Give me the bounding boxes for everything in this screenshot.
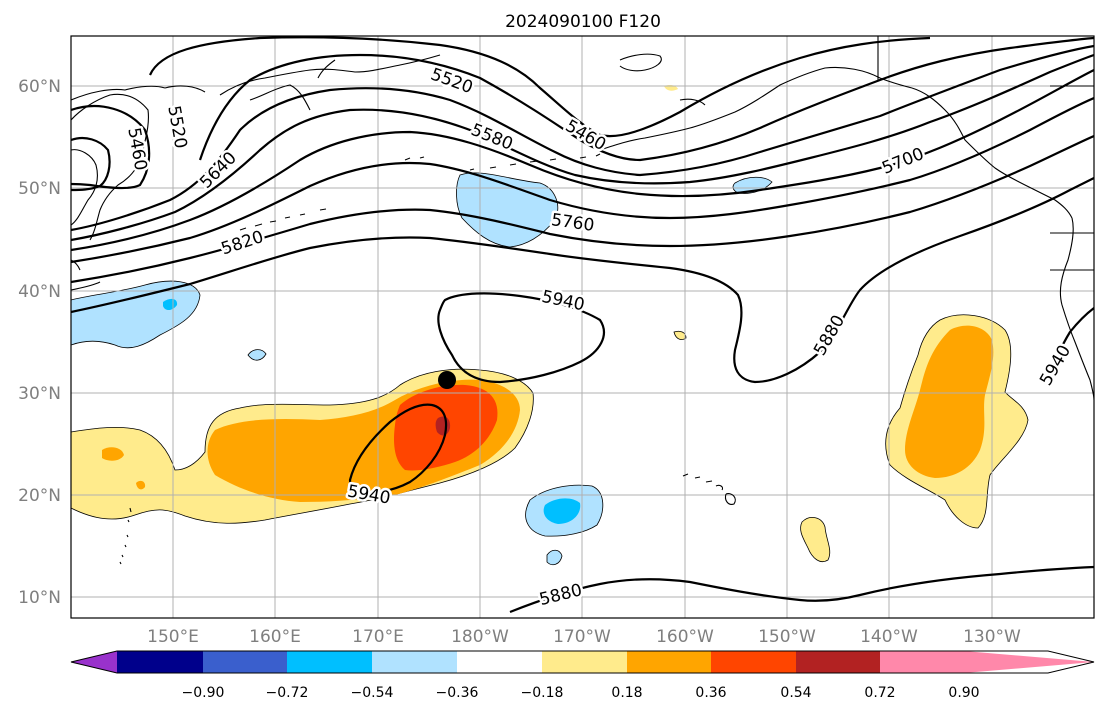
lon-label: 130°W bbox=[963, 627, 1021, 647]
lon-label: 160°E bbox=[249, 627, 301, 647]
coastline-hawaii bbox=[682, 473, 736, 505]
border-canada-us bbox=[877, 36, 1094, 271]
coastlines bbox=[71, 36, 1094, 565]
contour-north-1 bbox=[148, 36, 931, 138]
contour-5640 bbox=[71, 53, 1094, 242]
colorbar-segment bbox=[203, 651, 287, 673]
colorbar-tick: −0.90 bbox=[182, 685, 225, 701]
colorbar-tick: −0.36 bbox=[436, 685, 479, 701]
colorbar-segment bbox=[372, 651, 457, 673]
colorbar-max-extend bbox=[964, 651, 1094, 673]
coastline-aleutians bbox=[239, 153, 601, 231]
colorbar-tick: −0.54 bbox=[351, 685, 394, 701]
colorbar-tick: −0.72 bbox=[266, 685, 309, 701]
lat-label: 50°N bbox=[18, 179, 61, 199]
lat-label: 30°N bbox=[18, 384, 61, 404]
colorbar-tick: 0.90 bbox=[948, 685, 979, 701]
map-panel: 5520 5460 5520 5640 5580 5460 5700 5760 … bbox=[71, 36, 1094, 618]
colorbar-segment bbox=[287, 651, 372, 673]
coastline-alaska-north bbox=[619, 53, 706, 106]
storm-center-marker bbox=[438, 371, 456, 389]
lat-label: 20°N bbox=[18, 486, 61, 506]
coastline-marianas bbox=[119, 507, 132, 565]
colorbar-segment bbox=[117, 651, 203, 673]
negative-anomaly-north bbox=[456, 172, 559, 248]
colorbar-segment bbox=[542, 651, 627, 673]
map-title: 2024090100 F120 bbox=[505, 12, 661, 32]
contour-5880-south bbox=[509, 565, 1094, 614]
contour-5820 bbox=[71, 134, 1094, 284]
lon-label: 180°W bbox=[451, 627, 509, 647]
negative-anomaly-south-core bbox=[543, 498, 581, 524]
positive-anomaly-east-orange bbox=[905, 325, 994, 478]
lat-label: 60°N bbox=[18, 77, 61, 97]
latitude-labels: 60°N 50°N 40°N 30°N 20°N 10°N bbox=[18, 77, 61, 608]
height-contours bbox=[71, 36, 1094, 614]
lon-label: 160°W bbox=[656, 627, 714, 647]
negative-anomaly-west bbox=[71, 280, 201, 349]
colorbar-tick: 0.72 bbox=[864, 685, 895, 701]
positive-anomaly-west-patch bbox=[102, 447, 124, 461]
lon-label: 150°E bbox=[147, 627, 199, 647]
colorbar-segment bbox=[880, 651, 964, 673]
contour-5580 bbox=[71, 44, 1094, 232]
coastline-japan bbox=[71, 259, 101, 291]
colorbar-min-extend bbox=[71, 651, 117, 673]
contour-5940-closed bbox=[437, 292, 606, 384]
contour-5700 bbox=[71, 69, 1094, 252]
coastline-us-west bbox=[1059, 217, 1094, 401]
contour-5940-south bbox=[348, 403, 448, 495]
colorbar-tick: 0.18 bbox=[611, 685, 642, 701]
coastline-asia-north bbox=[71, 85, 206, 101]
colorbar-segment bbox=[711, 651, 796, 673]
colorbar: −0.90 −0.72 −0.54 −0.36 −0.18 0.18 0.36 … bbox=[70, 650, 1095, 701]
contour-5460-west bbox=[71, 136, 111, 192]
contour-5760 bbox=[71, 96, 1094, 264]
colorbar-segment bbox=[627, 651, 711, 673]
positive-anomaly-central-darkred bbox=[435, 416, 451, 436]
coastline-canada-west bbox=[911, 87, 1073, 219]
longitude-labels: 150°E 160°E 170°E 180°W 170°W 160°W 150°… bbox=[147, 627, 1021, 647]
gridlines bbox=[71, 36, 1094, 618]
colorbar-segment bbox=[796, 651, 880, 673]
lat-label: 10°N bbox=[18, 588, 61, 608]
contour-5940-east bbox=[1046, 307, 1094, 381]
colorbar-tick: −0.18 bbox=[521, 685, 564, 701]
positive-anomaly-west-dot bbox=[136, 480, 146, 490]
negative-anomaly-west-core bbox=[163, 298, 178, 311]
colorbar-tick-labels: −0.90 −0.72 −0.54 −0.36 −0.18 0.18 0.36 … bbox=[182, 685, 980, 701]
colorbar-segment bbox=[457, 651, 542, 673]
colorbar-tick: 0.54 bbox=[780, 685, 811, 701]
lon-label: 170°E bbox=[352, 627, 404, 647]
lon-label: 150°W bbox=[758, 627, 816, 647]
contour-5520-west bbox=[71, 105, 151, 190]
colorbar-outline bbox=[70, 650, 1095, 674]
colorbar-tick: 0.36 bbox=[695, 685, 726, 701]
coastline-alaska-south bbox=[599, 66, 913, 151]
negative-anomaly-west-islet bbox=[247, 349, 267, 361]
positive-anomaly-small-1 bbox=[800, 517, 831, 563]
lat-label: 40°N bbox=[18, 282, 61, 302]
lon-label: 140°W bbox=[860, 627, 918, 647]
map-frame bbox=[70, 35, 1095, 619]
contour-5880-north bbox=[71, 177, 1094, 384]
positive-anomaly-small-2 bbox=[673, 330, 687, 340]
negative-anomaly-south-small bbox=[546, 549, 563, 566]
coastline-alaska-peninsula bbox=[219, 54, 441, 111]
contour-5520 bbox=[198, 36, 1094, 162]
lon-label: 170°W bbox=[553, 627, 611, 647]
